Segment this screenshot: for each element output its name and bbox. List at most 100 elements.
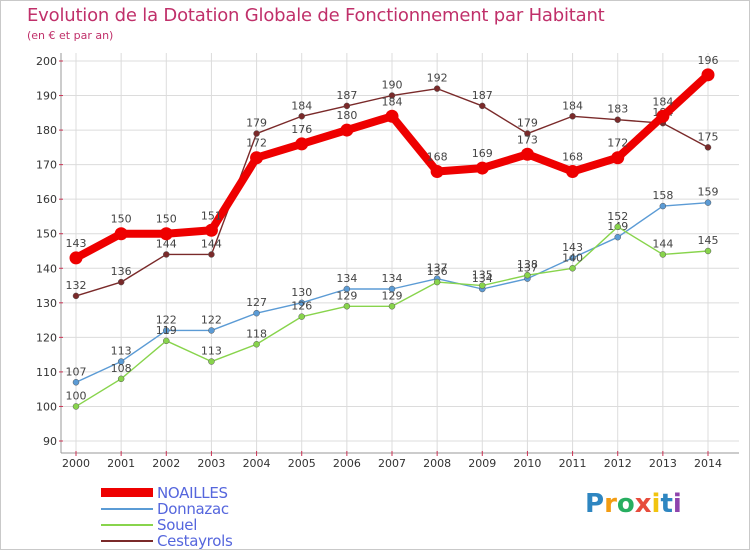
data-label-noailles: 176	[291, 123, 312, 136]
data-label-donnazac: 130	[291, 286, 312, 299]
x-tick-label: 2014	[694, 457, 722, 470]
data-point-souel	[704, 247, 712, 255]
legend-swatch	[101, 540, 153, 542]
data-label-noailles: 172	[607, 137, 628, 150]
y-tick-label: 120	[36, 331, 57, 344]
data-label-souel: 140	[562, 251, 583, 264]
data-point-donnazac	[253, 309, 260, 317]
data-point-souel	[163, 337, 170, 345]
data-point-souel	[569, 265, 576, 272]
data-point-donnazac	[704, 199, 712, 206]
data-label-donnazac: 158	[652, 189, 673, 202]
logo-letter: r	[604, 489, 617, 519]
data-point-souel	[208, 358, 215, 365]
data-point-souel	[388, 303, 396, 310]
x-tick-label: 2001	[107, 457, 135, 470]
data-point-noailles	[611, 151, 625, 165]
data-point-cestayrols	[433, 85, 441, 92]
data-label-cestayrols: 179	[246, 117, 267, 130]
data-point-souel	[659, 251, 667, 258]
x-tick-label: 2013	[649, 457, 677, 470]
data-point-donnazac	[117, 358, 125, 365]
data-point-donnazac	[614, 233, 621, 241]
legend-swatch	[101, 488, 153, 497]
chart-subtitle: (en € et par an)	[27, 29, 114, 42]
data-label-noailles: 143	[66, 237, 87, 250]
data-point-cestayrols	[704, 144, 712, 151]
data-label-donnazac: 113	[111, 345, 132, 358]
data-point-noailles	[295, 137, 309, 151]
data-point-donnazac	[298, 299, 305, 307]
y-tick-label: 200	[36, 55, 57, 68]
logo-letter: i	[672, 489, 682, 519]
data-label-souel: 152	[607, 210, 628, 223]
data-point-noailles	[430, 165, 444, 179]
data-label-cestayrols: 184	[291, 99, 312, 112]
legend-swatch	[101, 524, 153, 526]
data-point-cestayrols	[614, 116, 621, 123]
data-point-cestayrols	[524, 130, 531, 137]
data-point-noailles	[566, 165, 580, 179]
x-tick-label: 2000	[62, 457, 90, 470]
data-point-souel	[479, 282, 486, 289]
data-label-donnazac: 134	[472, 272, 493, 285]
data-label-donnazac: 127	[246, 296, 267, 309]
data-label-cestayrols: 184	[562, 99, 583, 112]
data-point-noailles	[250, 151, 264, 165]
y-tick-label: 100	[36, 400, 57, 413]
data-point-donnazac	[659, 202, 667, 210]
data-label-souel: 108	[111, 362, 132, 375]
data-label-cestayrols: 183	[607, 103, 628, 116]
logo-letter: i	[651, 489, 661, 519]
legend-label: Cestayrols	[157, 532, 233, 550]
chart-title: Evolution de la Dotation Globale de Fonc…	[27, 5, 605, 26]
data-point-donnazac	[72, 379, 80, 386]
data-label-souel: 144	[652, 237, 673, 250]
data-label-donnazac: 134	[382, 272, 403, 285]
data-label-cestayrols: 187	[336, 89, 357, 102]
data-label-donnazac: 137	[517, 262, 538, 275]
data-point-cestayrols	[72, 292, 80, 300]
data-point-donnazac	[163, 327, 170, 334]
data-point-cestayrols	[117, 278, 125, 286]
data-label-cestayrols: 179	[517, 117, 538, 130]
x-tick-label: 2008	[423, 457, 451, 470]
data-point-souel	[117, 375, 125, 383]
x-tick-label: 2012	[604, 457, 632, 470]
data-label-cestayrols: 136	[111, 265, 132, 278]
data-label-noailles: 184	[652, 95, 673, 108]
data-point-noailles	[385, 109, 399, 123]
data-label-souel: 129	[382, 289, 403, 302]
data-label-souel: 129	[336, 289, 357, 302]
logo-letter: o	[616, 489, 635, 519]
x-tick-label: 2004	[243, 457, 271, 470]
x-tick-label: 2011	[559, 457, 587, 470]
data-point-souel	[343, 303, 351, 310]
data-point-cestayrols	[208, 251, 215, 258]
data-label-donnazac: 122	[201, 313, 222, 326]
data-point-cestayrols	[569, 113, 576, 120]
data-label-cestayrols: 187	[472, 89, 493, 102]
data-point-souel	[614, 223, 621, 231]
data-point-donnazac	[388, 285, 396, 293]
data-label-donnazac: 134	[336, 272, 357, 285]
y-tick-label: 110	[36, 366, 57, 379]
legend-label: NOAILLES	[157, 484, 228, 502]
data-label-souel: 145	[698, 234, 719, 247]
data-point-noailles	[114, 227, 128, 241]
data-label-noailles: 169	[472, 147, 493, 160]
logo-letter: P	[585, 489, 605, 519]
data-point-donnazac	[343, 285, 351, 293]
y-tick-label: 130	[36, 297, 57, 310]
data-label-souel: 136	[427, 265, 448, 278]
data-label-souel: 113	[201, 345, 222, 358]
data-point-noailles	[475, 161, 489, 175]
y-tick-label: 150	[36, 228, 57, 241]
data-label-cestayrols: 132	[66, 279, 87, 292]
x-tick-label: 2007	[378, 457, 406, 470]
data-label-noailles: 173	[517, 133, 538, 146]
x-tick-label: 2002	[152, 457, 180, 470]
data-point-noailles	[701, 68, 715, 82]
